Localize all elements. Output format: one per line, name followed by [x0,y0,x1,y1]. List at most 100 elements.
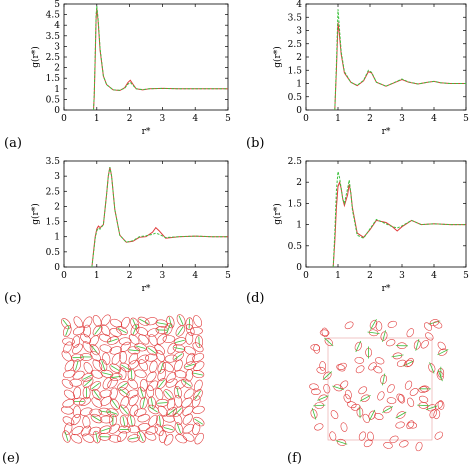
particle [193,361,205,372]
particle [92,315,102,327]
bond [335,440,348,445]
particle [181,378,193,389]
particle [347,401,357,409]
bond [128,437,139,440]
particle [61,378,73,389]
bond [62,319,70,328]
particle [117,381,129,391]
particle [128,334,140,345]
particle [309,383,319,391]
particle [182,405,194,416]
particle [80,425,92,437]
particle [62,430,71,443]
particle [437,341,446,351]
particle [79,397,91,406]
x-tick-label: 0 [303,271,309,281]
particle [166,315,175,329]
particle [340,422,348,432]
bond [395,411,407,419]
particle [433,321,443,329]
bond [148,406,158,413]
particle [118,337,132,346]
particle [149,360,158,373]
particle [395,421,405,429]
particle [336,364,346,372]
particle [175,379,187,390]
bond [129,415,133,426]
y-tick-label: 3.5 [46,157,61,167]
simulation-box [327,337,433,441]
particle [429,409,437,419]
particle [156,414,164,428]
particle [172,344,186,353]
particle [118,425,131,434]
particle [174,422,184,435]
particle [358,386,368,395]
particle [383,442,393,449]
y-tick-label: 2 [296,53,302,63]
bond [417,404,430,407]
bond [193,372,203,376]
bond [158,379,166,388]
series-line-red [332,180,466,268]
particle [155,387,164,401]
y-tick-label: 4.5 [46,11,61,21]
particle [146,385,155,398]
particle [63,341,73,354]
chart-panel-c: 0 1 2 3 4 5 0 0.5 1 1.5 2 2.5 3 3.5 r* g(r*) [30,157,231,294]
particle [119,351,128,364]
particle [323,383,331,394]
particle [91,388,102,401]
y-tick-label: 3.5 [46,32,61,42]
x-axis-label: r* [382,284,391,294]
plot-frame [63,160,229,268]
y-axis-label: g(r*) [272,203,283,225]
particle [375,321,383,331]
particle [82,377,94,388]
bond [130,369,133,380]
particle [163,389,174,401]
particle [147,380,159,391]
bond [163,427,174,431]
particle [172,351,184,362]
plot-frame [305,160,467,268]
particle [399,440,409,448]
particle [134,369,147,378]
particle [61,318,71,330]
particle [154,424,164,437]
particle [183,388,195,399]
bond [64,431,69,442]
particle [79,353,93,361]
particle [145,426,158,435]
particle [138,334,150,345]
y-tick-label: 1 [54,233,60,243]
particle [137,423,151,432]
particle [88,426,101,435]
particle [192,416,205,427]
particle [90,369,103,379]
bond [107,410,118,415]
bond [428,320,441,325]
particle [155,350,165,362]
particle [100,415,113,424]
particle [162,424,175,433]
x-tick-label: 4 [431,271,437,281]
particle [173,413,183,425]
particle [92,359,103,371]
particle [425,332,434,341]
particle [314,423,324,431]
particle [100,396,112,406]
bond [382,406,393,413]
particle [127,359,140,370]
particle [181,397,193,408]
y-tick-label: 1.5 [288,199,303,209]
particle [396,359,407,367]
y-tick-label: 3.5 [288,13,303,23]
bond [324,337,334,347]
particle [166,371,177,383]
bond [120,364,131,371]
bond [93,390,100,399]
x-tick-label: 3 [399,271,405,281]
x-axis-label: r* [142,284,151,294]
